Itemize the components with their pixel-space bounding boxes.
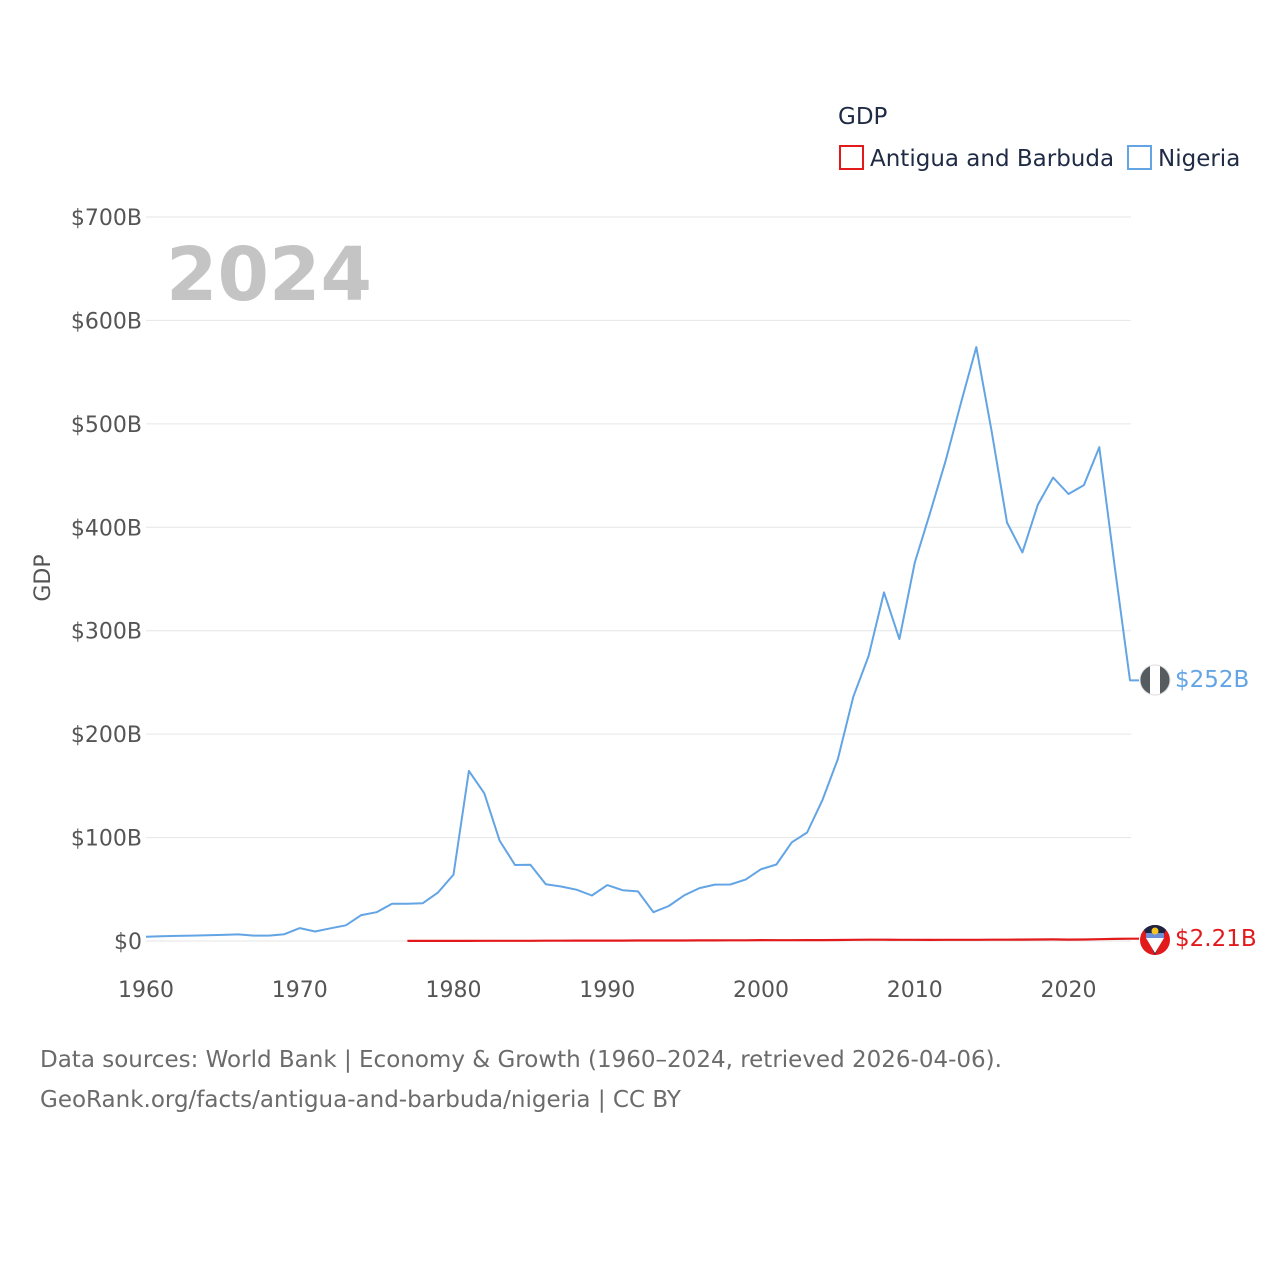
end-label-antigua: $2.21B	[1175, 926, 1257, 952]
legend-label-antigua: Antigua and Barbuda	[870, 146, 1114, 172]
series-line-nigeria	[145, 346, 1139, 938]
series-layer	[145, 346, 1139, 943]
y-tick-label: $0	[114, 930, 142, 955]
y-tick-label: $400B	[71, 516, 142, 541]
x-tick-label: 1960	[118, 978, 174, 1003]
y-tick-label: $600B	[71, 309, 142, 334]
legend-item-nigeria[interactable]: Nigeria	[1127, 145, 1240, 172]
nigeria-flag-icon	[1139, 664, 1171, 696]
x-tick-label: 1970	[272, 978, 328, 1003]
x-tick-label: 1990	[579, 978, 635, 1003]
legend-swatch-nigeria	[1127, 145, 1152, 170]
x-tick-label: 2020	[1041, 978, 1097, 1003]
footer: Data sources: World Bank | Economy & Gro…	[40, 1040, 1240, 1120]
y-tick-label: $300B	[71, 620, 142, 645]
y-tick-label: $500B	[71, 413, 142, 438]
gridlines	[146, 216, 1131, 942]
legend-label-nigeria: Nigeria	[1158, 146, 1240, 172]
source-url: GeoRank.org/facts/antigua-and-barbuda/ni…	[40, 1087, 681, 1113]
end-label-nigeria: $252B	[1175, 667, 1249, 693]
antigua-flag-icon	[1140, 925, 1170, 955]
legend[interactable]: GDP Antigua and Barbuda Nigeria	[838, 104, 1240, 172]
x-tick-label: 1980	[426, 978, 482, 1003]
year-watermark: 2024	[166, 232, 372, 318]
x-axis: 1960 1970 1980 1990 2000 2010 2020	[118, 978, 1097, 1003]
y-tick-label: $700B	[71, 206, 142, 231]
legend-item-antigua[interactable]: Antigua and Barbuda	[839, 145, 1114, 172]
y-tick-label: $200B	[71, 723, 142, 748]
data-source-note: Data sources: World Bank | Economy & Gro…	[40, 1047, 1002, 1073]
y-axis-title: GDP	[31, 554, 56, 601]
x-tick-label: 2010	[887, 978, 943, 1003]
y-tick-label: $100B	[71, 827, 142, 852]
legend-title: GDP	[838, 104, 888, 130]
y-axis: $0 $100B $200B $300B $400B $500B $600B $700B	[71, 206, 142, 955]
legend-swatch-antigua	[839, 145, 864, 170]
series-line-antigua-and-barbuda	[407, 937, 1139, 943]
x-tick-label: 2000	[733, 978, 789, 1003]
